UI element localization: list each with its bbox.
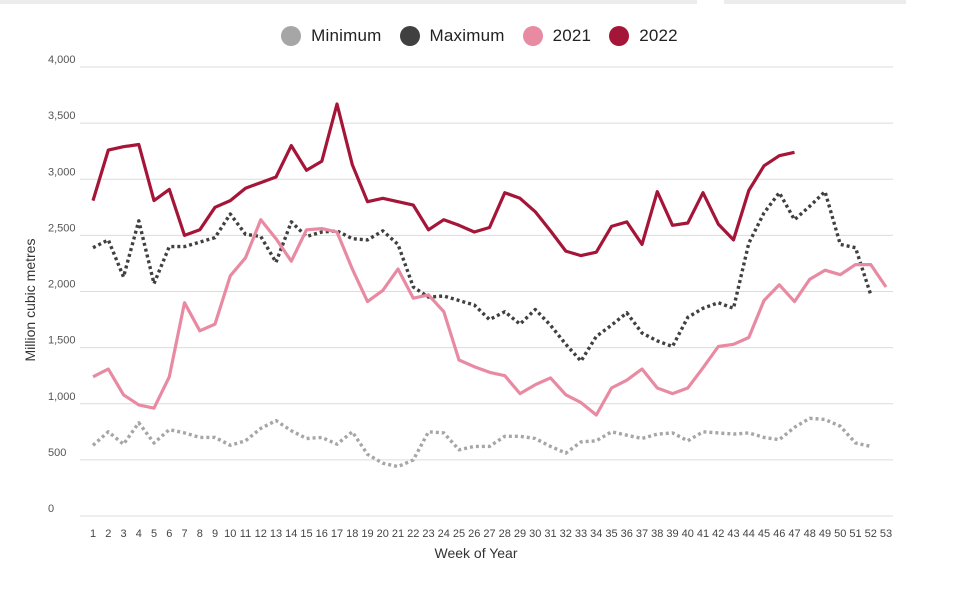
x-tick-label-18: 18 [346,528,358,540]
x-tick-label-32: 32 [560,528,572,540]
x-tick-label-46: 46 [773,528,785,540]
x-tick-label-19: 19 [361,528,373,540]
x-tick-label-17: 17 [331,528,343,540]
x-tick-label-41: 41 [697,528,709,540]
legend-label-2022: 2022 [639,26,678,45]
x-tick-label-2: 2 [105,528,111,540]
top-strip-right [724,0,906,4]
x-tick-label-48: 48 [804,528,816,540]
x-tick-label-52: 52 [865,528,877,540]
x-tick-label-24: 24 [438,528,450,540]
x-tick-label-30: 30 [529,528,541,540]
x-tick-label-36: 36 [621,528,633,540]
x-tick-label-45: 45 [758,528,770,540]
x-tick-label-35: 35 [605,528,617,540]
x-tick-label-44: 44 [743,528,755,540]
x-tick-label-15: 15 [300,528,312,540]
legend-item-minimum[interactable]: Minimum [281,26,381,46]
x-tick-label-4: 4 [136,528,142,540]
x-tick-label-12: 12 [255,528,267,540]
x-tick-label-27: 27 [483,528,495,540]
x-tick-label-47: 47 [788,528,800,540]
x-tick-label-25: 25 [453,528,465,540]
x-tick-label-3: 3 [120,528,126,540]
y-tick-label-3500: 3,500 [48,110,76,122]
x-tick-label-29: 29 [514,528,526,540]
x-tick-label-8: 8 [197,528,203,540]
x-tick-label-39: 39 [666,528,678,540]
y-tick-label-0: 0 [48,503,54,515]
y-axis-title: Million cubic metres [22,238,38,362]
legend-marker-maximum [399,26,420,46]
legend-label-minimum: Minimum [311,26,382,45]
series-line-2021 [92,218,888,417]
x-tick-label-7: 7 [181,528,187,540]
x-tick-label-37: 37 [636,528,648,540]
x-tick-label-49: 49 [819,528,831,540]
x-tick-label-28: 28 [499,528,511,540]
top-strip-left [0,0,697,4]
x-tick-label-34: 34 [590,528,602,540]
x-tick-label-51: 51 [849,528,861,540]
legend-label-maximum: Maximum [429,26,505,45]
legend-item-maximum[interactable]: Maximum [399,26,505,46]
x-tick-label-5: 5 [151,528,157,540]
legend-label-2021: 2021 [552,26,592,45]
x-tick-label-22: 22 [407,528,419,540]
x-tick-label-53: 53 [880,528,892,540]
x-tick-label-21: 21 [392,528,404,540]
x-tick-label-31: 31 [544,528,556,540]
legend-item-2022[interactable]: 2022 [609,26,678,46]
x-tick-label-10: 10 [224,528,236,540]
x-tick-label-38: 38 [651,528,663,540]
x-tick-label-6: 6 [166,528,172,540]
legend-marker-2021 [522,26,543,46]
x-tick-label-9: 9 [212,528,218,540]
series-line-maximum [92,189,873,363]
y-tick-label-2500: 2,500 [48,222,76,234]
x-tick-label-20: 20 [377,528,389,540]
legend-item-2021[interactable]: 2021 [522,26,592,46]
y-tick-label-4000: 4,000 [48,54,76,66]
x-tick-label-50: 50 [834,528,846,540]
x-tick-label-43: 43 [727,528,739,540]
x-tick-label-42: 42 [712,528,724,540]
legend-marker-2022 [609,26,630,46]
series-line-minimum [91,416,872,469]
x-tick-label-1: 1 [90,528,96,540]
y-tick-label-2000: 2,000 [48,279,76,291]
x-tick-label-26: 26 [468,528,480,540]
legend-marker-minimum [281,26,302,46]
y-tick-label-3000: 3,000 [48,166,76,178]
x-tick-label-33: 33 [575,528,587,540]
series-line-2022 [91,102,795,258]
x-tick-label-40: 40 [682,528,694,540]
x-axis-title: Week of Year [434,545,518,561]
x-tick-label-16: 16 [316,528,328,540]
y-tick-label-1500: 1,500 [48,335,76,347]
x-tick-label-14: 14 [285,528,297,540]
chart-legend: Minimum Maximum 2021 2022 [0,26,959,46]
x-tick-label-23: 23 [422,528,434,540]
y-tick-label-1000: 1,000 [48,391,76,403]
x-tick-label-13: 13 [270,528,282,540]
y-tick-label-500: 500 [48,447,66,459]
x-tick-label-11: 11 [240,528,251,540]
